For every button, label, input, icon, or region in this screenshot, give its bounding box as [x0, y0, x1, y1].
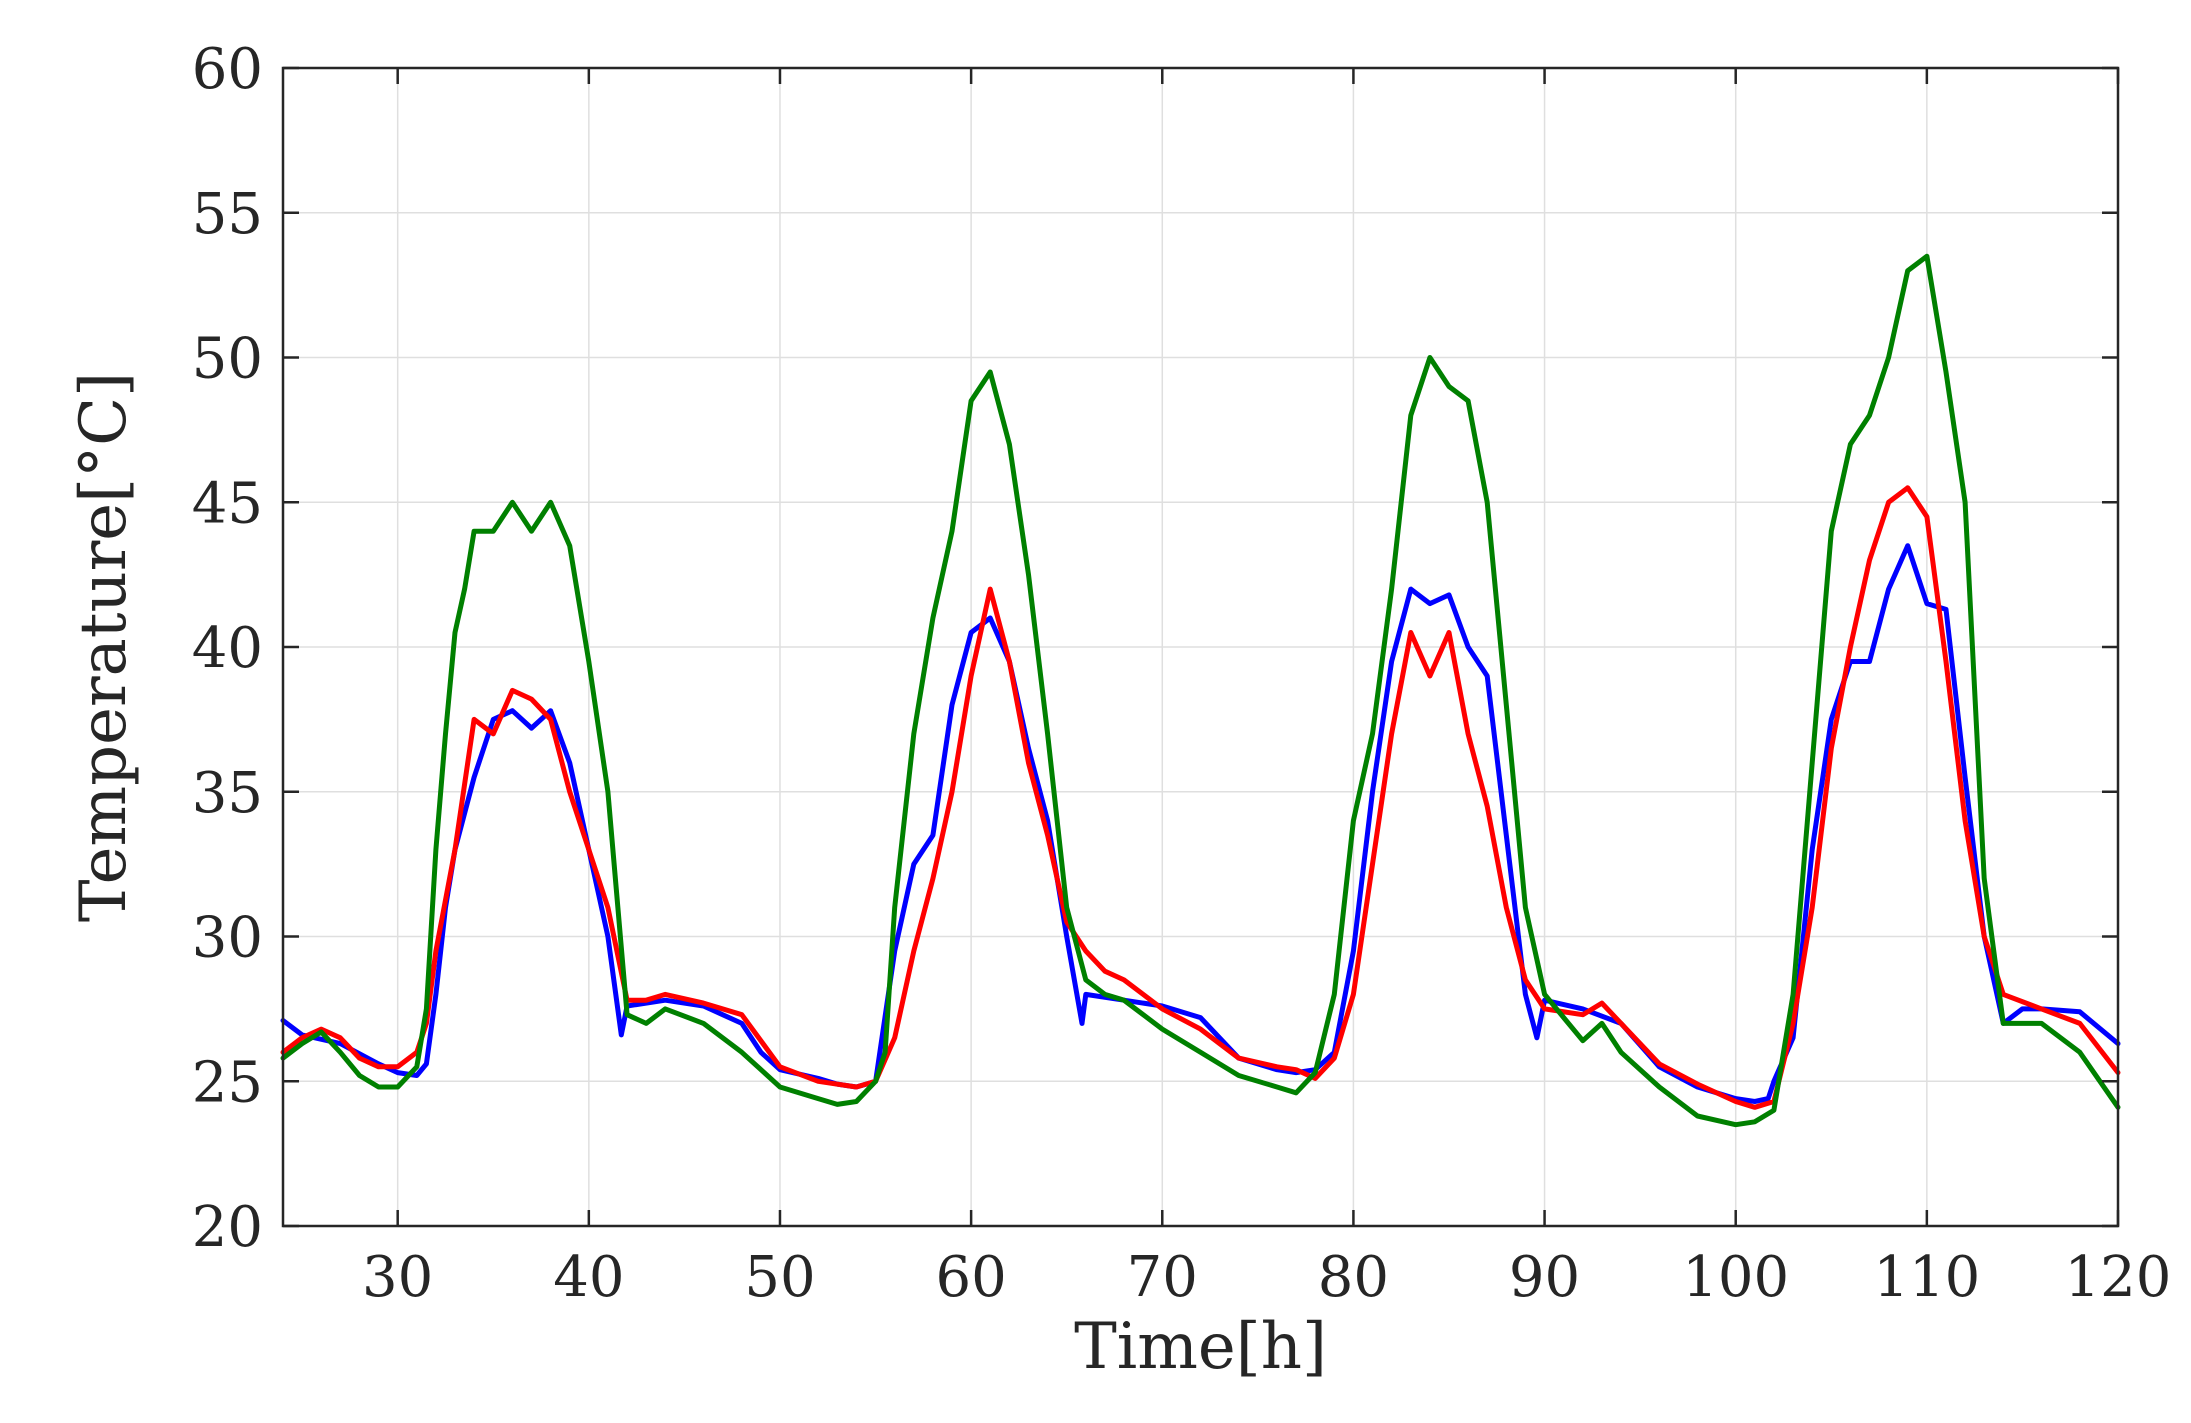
x-tick-label: 100 — [1682, 1245, 1789, 1310]
x-tick-label: 40 — [553, 1245, 624, 1310]
y-tick-label: 40 — [192, 616, 263, 681]
x-axis-label: Time[h] — [1074, 1310, 1327, 1384]
y-tick-label: 25 — [192, 1050, 263, 1115]
y-tick-label: 60 — [192, 37, 263, 102]
tick-labels: 30 40 50 60 70 80 90 100 110 120 20 25 30 35 40 45 50 55 6… — [192, 37, 2172, 1310]
series-group — [280, 253, 2121, 1128]
y-axis-label: Temperature[°C] — [67, 372, 141, 922]
y-tick-label: 20 — [192, 1195, 263, 1260]
y-tick-label: 45 — [192, 471, 263, 536]
series-line-blue — [280, 543, 2121, 1104]
series-line-red — [280, 485, 2121, 1110]
x-tick-label: 50 — [744, 1245, 815, 1310]
y-tick-label: 55 — [192, 182, 263, 247]
x-tick-label: 90 — [1509, 1245, 1580, 1310]
x-tick-label: 110 — [1873, 1245, 1980, 1310]
x-tick-label: 30 — [362, 1245, 433, 1310]
axis-ticks — [283, 66, 2120, 1228]
x-tick-label: 120 — [2065, 1245, 2172, 1310]
x-tick-label: 80 — [1318, 1245, 1389, 1310]
x-tick-label: 60 — [935, 1245, 1006, 1310]
y-tick-label: 50 — [192, 327, 263, 392]
series-line-green — [280, 253, 2121, 1128]
y-tick-label: 30 — [192, 906, 263, 971]
y-tick-label: 35 — [192, 761, 263, 826]
x-tick-label: 70 — [1127, 1245, 1198, 1310]
